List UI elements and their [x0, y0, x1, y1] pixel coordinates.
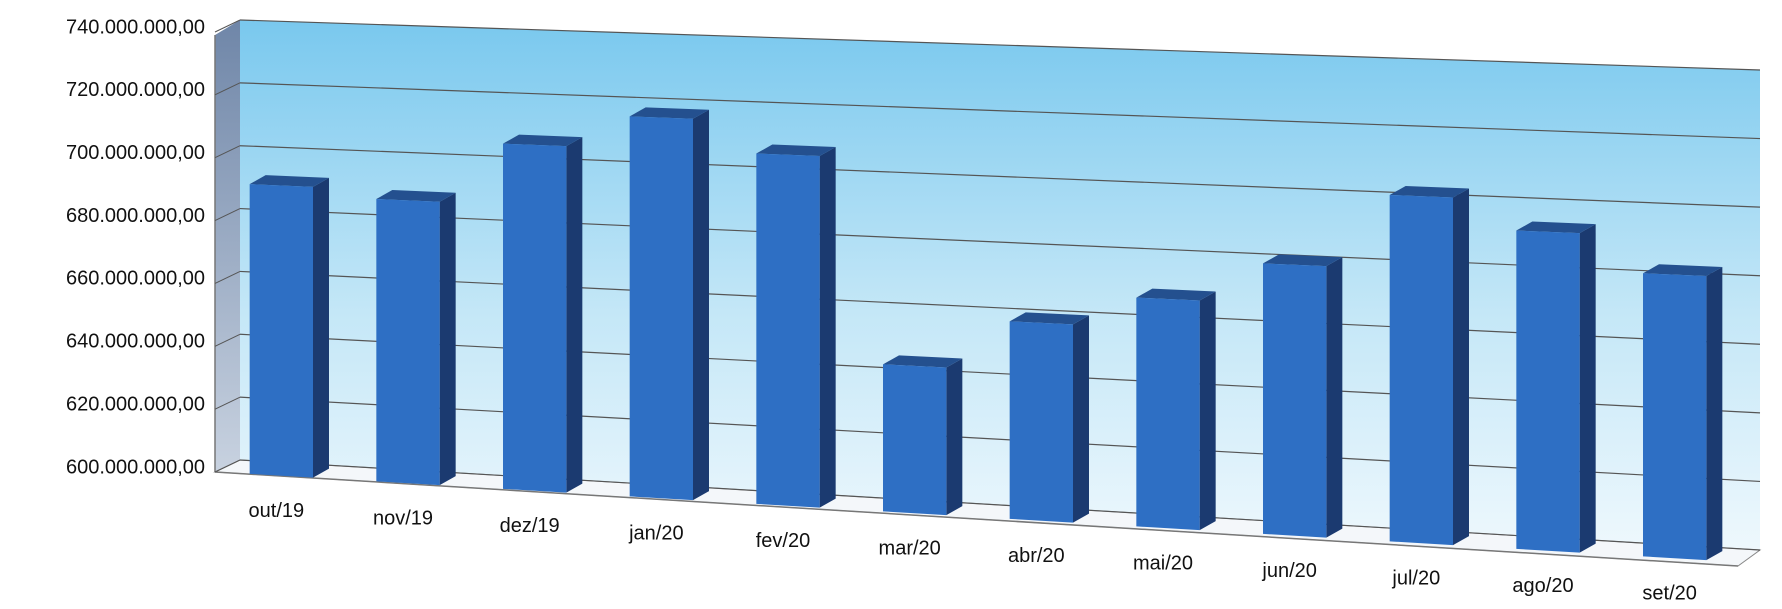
y-tick-label: 740.000.000,00	[66, 16, 205, 38]
x-tick-label: fev/20	[756, 530, 810, 552]
grid-line	[239, 333, 1761, 414]
bar-top	[376, 190, 456, 202]
x-axis	[214, 471, 1739, 567]
grid-line	[214, 270, 241, 284]
bar-top	[1009, 312, 1089, 325]
bar-side	[819, 146, 836, 508]
bar-top	[1389, 185, 1469, 198]
x-tick-label: out/19	[249, 500, 305, 522]
x-tick-label: dez/19	[500, 515, 560, 537]
bar-side	[693, 109, 709, 501]
x-tick-label: jan/20	[628, 523, 684, 545]
bar	[249, 184, 313, 478]
bar-side	[1579, 224, 1596, 553]
bar-side	[1199, 291, 1216, 531]
grid-line	[214, 19, 241, 33]
grid-line	[214, 396, 241, 410]
bar	[1009, 321, 1073, 523]
y-tick-label: 720.000.000,00	[66, 79, 205, 101]
bar-top	[249, 175, 329, 187]
back-wall	[240, 20, 1760, 550]
y-tick-label: 600.000.000,00	[66, 456, 205, 478]
x-tick-label: abr/20	[1008, 545, 1065, 567]
grid-line	[239, 396, 1761, 483]
bar	[756, 153, 820, 508]
side-wall	[215, 20, 240, 472]
bar-side	[439, 192, 456, 486]
bar	[1136, 297, 1200, 531]
y-tick-label: 660.000.000,00	[66, 268, 205, 290]
grid-line	[239, 19, 1761, 71]
bar	[1643, 273, 1707, 561]
bar-top	[1136, 288, 1216, 301]
grid-line	[239, 82, 1761, 140]
y-tick-label: 680.000.000,00	[66, 205, 205, 227]
bar	[1516, 230, 1580, 553]
x-tick-label: set/20	[1642, 583, 1696, 605]
x-tick-label: nov/19	[373, 508, 433, 530]
grid-line	[239, 145, 1761, 208]
grid-line	[239, 207, 1761, 277]
bar-top	[503, 134, 583, 147]
bar-side	[1706, 267, 1723, 561]
bar-side	[1073, 315, 1089, 523]
bar	[629, 116, 693, 501]
bar-top	[1643, 264, 1723, 277]
bar	[883, 364, 947, 516]
x-tick-label: mai/20	[1133, 553, 1193, 575]
grid-line	[214, 82, 241, 96]
bar-top	[1263, 254, 1343, 267]
bar-top	[883, 355, 963, 368]
bar-top	[1516, 221, 1596, 234]
bar	[1263, 263, 1327, 538]
bar-side	[566, 137, 583, 493]
bar-side	[313, 177, 329, 478]
y-tick-label: 640.000.000,00	[66, 331, 205, 353]
x-tick-label: jun/20	[1261, 560, 1317, 582]
bar	[503, 143, 567, 493]
grid-line	[214, 208, 241, 222]
grid-line	[214, 145, 241, 159]
x-tick-label: ago/20	[1512, 575, 1573, 597]
bar-side	[1326, 257, 1343, 538]
y-tick-label: 700.000.000,00	[66, 142, 205, 164]
bar	[1389, 194, 1453, 546]
bar-side	[946, 358, 963, 516]
bar-side	[1453, 188, 1469, 546]
y-tick-label: 620.000.000,00	[66, 393, 205, 415]
bar-top	[629, 107, 709, 119]
grid-line	[239, 459, 1761, 551]
bar	[376, 199, 440, 486]
grid-line	[214, 459, 241, 473]
x-tick-label: mar/20	[879, 538, 941, 560]
bar-top	[756, 144, 836, 156]
grid-line	[214, 333, 241, 347]
x-tick-label: jul/20	[1391, 568, 1440, 590]
grid-line	[239, 270, 1761, 345]
